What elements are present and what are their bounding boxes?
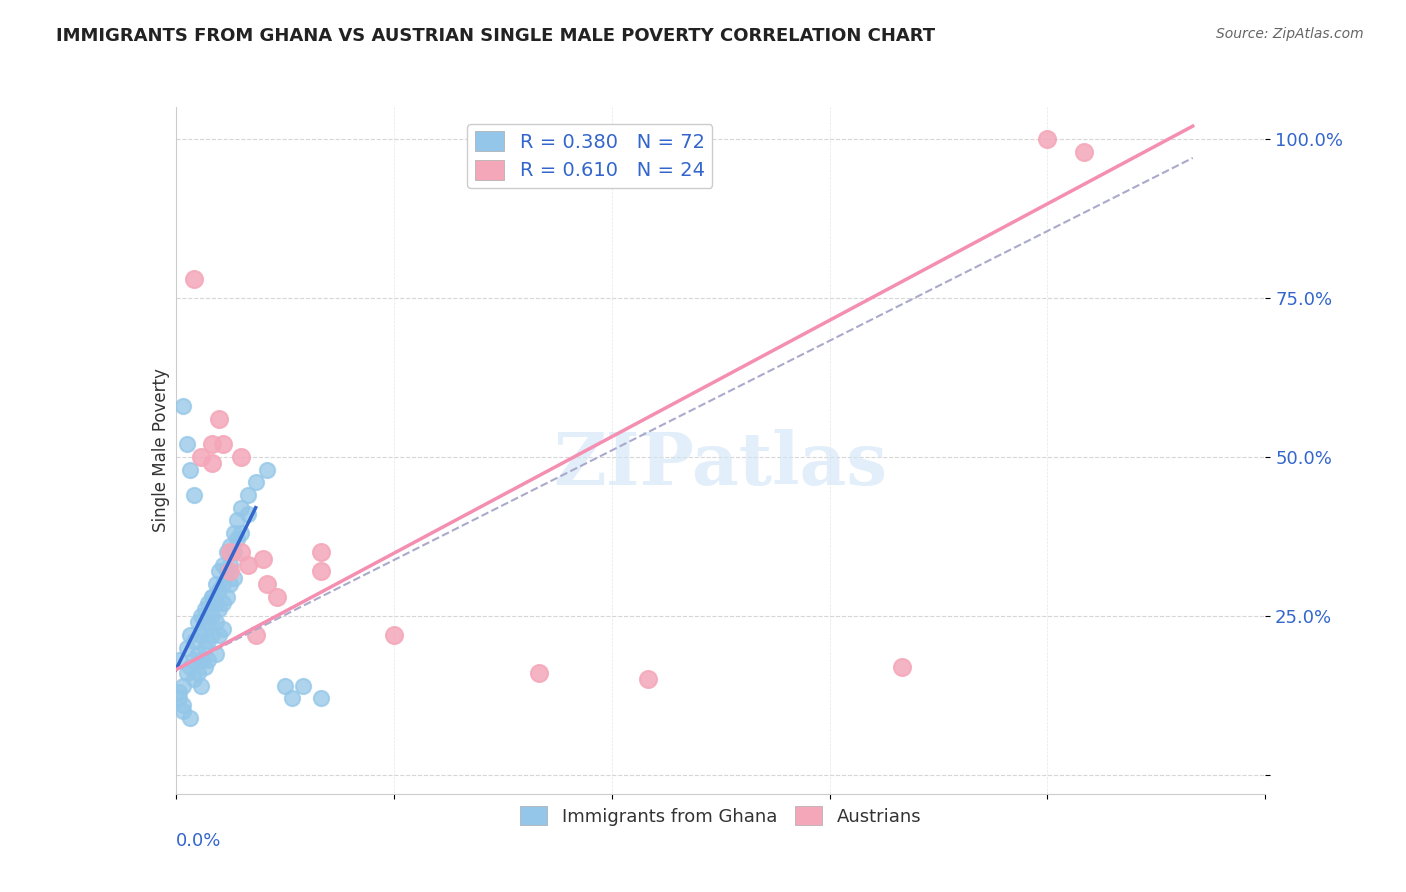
Point	[215, 545, 238, 559]
Point	[212, 596, 235, 610]
Point	[183, 653, 205, 667]
Point	[176, 640, 198, 655]
Point	[208, 411, 231, 425]
Point	[1036, 132, 1059, 146]
Text: ZIPatlas: ZIPatlas	[554, 429, 887, 500]
Point	[172, 399, 194, 413]
Point	[309, 545, 332, 559]
Point	[219, 539, 242, 553]
Point	[190, 679, 212, 693]
Point	[208, 602, 231, 616]
Point	[238, 488, 260, 502]
Point	[212, 622, 235, 636]
Point	[231, 526, 253, 541]
Point	[183, 488, 205, 502]
Point	[219, 577, 242, 591]
Point	[186, 666, 209, 681]
Point	[197, 653, 219, 667]
Point	[222, 571, 245, 585]
Point	[231, 450, 253, 464]
Point	[204, 615, 226, 630]
Point	[201, 456, 224, 470]
Point	[179, 628, 201, 642]
Point	[179, 659, 201, 673]
Point	[201, 608, 224, 623]
Y-axis label: Single Male Poverty: Single Male Poverty	[152, 368, 170, 533]
Point	[256, 577, 278, 591]
Point	[215, 590, 238, 604]
Point	[194, 640, 217, 655]
Point	[291, 679, 314, 693]
Point	[238, 558, 260, 572]
Text: Source: ZipAtlas.com: Source: ZipAtlas.com	[1216, 27, 1364, 41]
Point	[256, 462, 278, 476]
Point	[179, 710, 201, 724]
Point	[169, 691, 191, 706]
Point	[208, 628, 231, 642]
Point	[215, 564, 238, 578]
Point	[172, 679, 194, 693]
Point	[212, 577, 235, 591]
Point	[201, 590, 224, 604]
Point	[186, 647, 209, 661]
Point	[208, 564, 231, 578]
Point	[281, 691, 304, 706]
Point	[169, 653, 191, 667]
Point	[201, 628, 224, 642]
Point	[183, 634, 205, 648]
Point	[231, 500, 253, 515]
Point	[183, 673, 205, 687]
Point	[204, 596, 226, 610]
Text: 0.0%: 0.0%	[176, 831, 221, 850]
Point	[527, 666, 550, 681]
Point	[172, 704, 194, 718]
Point	[186, 615, 209, 630]
Point	[231, 545, 253, 559]
Point	[204, 577, 226, 591]
Point	[219, 564, 242, 578]
Point	[201, 590, 224, 604]
Point	[179, 462, 201, 476]
Point	[309, 564, 332, 578]
Point	[219, 558, 242, 572]
Point	[212, 558, 235, 572]
Point	[222, 545, 245, 559]
Legend: Immigrants from Ghana, Austrians: Immigrants from Ghana, Austrians	[513, 799, 928, 833]
Point	[252, 551, 274, 566]
Point	[169, 685, 191, 699]
Point	[637, 673, 659, 687]
Point	[204, 647, 226, 661]
Point	[190, 608, 212, 623]
Point	[194, 659, 217, 673]
Point	[197, 634, 219, 648]
Point	[197, 596, 219, 610]
Text: IMMIGRANTS FROM GHANA VS AUSTRIAN SINGLE MALE POVERTY CORRELATION CHART: IMMIGRANTS FROM GHANA VS AUSTRIAN SINGLE…	[56, 27, 935, 45]
Point	[208, 583, 231, 598]
Point	[1073, 145, 1095, 159]
Point	[190, 653, 212, 667]
Point	[226, 513, 249, 527]
Point	[194, 622, 217, 636]
Point	[226, 533, 249, 547]
Point	[183, 271, 205, 285]
Point	[222, 526, 245, 541]
Point	[190, 450, 212, 464]
Point	[245, 475, 267, 490]
Point	[309, 691, 332, 706]
Point	[219, 545, 242, 559]
Point	[194, 602, 217, 616]
Point	[176, 437, 198, 451]
Point	[891, 659, 914, 673]
Point	[266, 590, 288, 604]
Point	[274, 679, 297, 693]
Point	[201, 437, 224, 451]
Point	[212, 437, 235, 451]
Point	[245, 628, 267, 642]
Point	[176, 666, 198, 681]
Point	[190, 628, 212, 642]
Point	[172, 698, 194, 712]
Point	[197, 615, 219, 630]
Point	[238, 507, 260, 521]
Point	[382, 628, 405, 642]
